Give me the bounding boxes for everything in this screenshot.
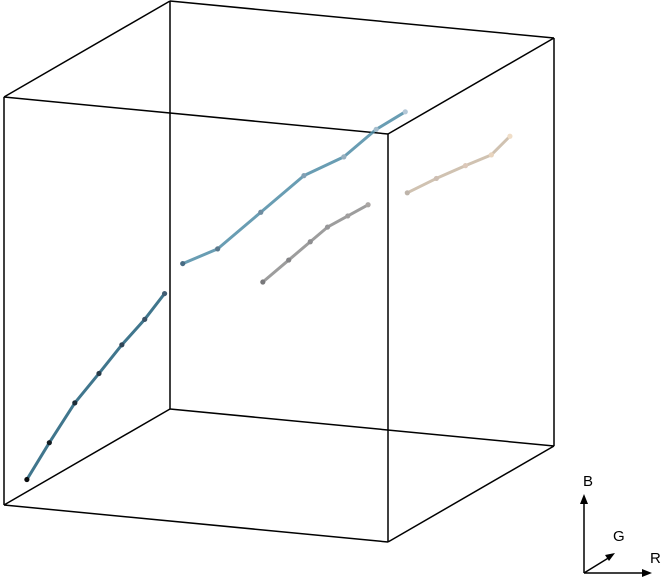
point-trail xyxy=(97,343,124,375)
data-point xyxy=(433,175,439,182)
point-trail xyxy=(259,174,306,214)
data-point xyxy=(373,126,379,133)
point-trail xyxy=(261,258,291,284)
point-trail xyxy=(302,155,346,178)
axis-g-label: G xyxy=(613,528,625,545)
point-trail xyxy=(25,441,51,482)
data-point xyxy=(307,239,313,245)
point-trail xyxy=(463,153,493,168)
points-layer xyxy=(24,109,513,483)
data-point xyxy=(345,213,351,219)
cube-edge-r xyxy=(3,504,389,543)
point-trail xyxy=(374,110,407,131)
data-point xyxy=(142,316,148,322)
cube-edge-r xyxy=(3,96,389,135)
data-point xyxy=(46,440,52,446)
axis-g-arrow xyxy=(583,556,611,574)
axis-b-label: B xyxy=(583,473,593,490)
data-point xyxy=(462,163,469,169)
axis-r-arrowhead xyxy=(642,569,652,577)
data-point xyxy=(488,152,494,158)
data-point xyxy=(286,257,292,263)
data-point xyxy=(24,476,30,483)
cube-edge-r xyxy=(169,408,555,447)
axis-b-arrowhead xyxy=(580,494,588,504)
point-trail xyxy=(47,401,77,445)
point-trail xyxy=(342,127,378,159)
cube-edge-g xyxy=(3,0,171,98)
point-trail xyxy=(405,176,438,195)
point-trail xyxy=(434,164,467,180)
point-trail xyxy=(181,247,220,266)
point-trail xyxy=(73,371,101,405)
data-point xyxy=(96,370,102,377)
data-point xyxy=(72,400,78,406)
data-point xyxy=(301,173,307,179)
cube-edge-r xyxy=(169,0,555,39)
axis-indicator: B G R xyxy=(580,473,661,577)
data-point xyxy=(402,109,408,115)
cube-edge-g xyxy=(3,408,171,506)
data-point xyxy=(180,260,186,267)
point-trail xyxy=(143,292,167,321)
point-trail xyxy=(346,203,370,218)
data-point xyxy=(260,279,266,285)
cube-edge-g xyxy=(387,37,555,135)
cube-edge-g xyxy=(387,445,555,543)
point-trail xyxy=(287,240,312,262)
data-point xyxy=(324,224,331,230)
data-point xyxy=(215,246,221,252)
data-point xyxy=(161,290,168,297)
point-trail xyxy=(489,134,512,157)
point-trail xyxy=(326,214,350,229)
data-point xyxy=(119,342,125,348)
data-point xyxy=(341,154,347,160)
data-point xyxy=(258,209,264,215)
axis-g-arrowhead xyxy=(605,553,615,561)
axis-r-label: R xyxy=(650,550,661,567)
data-point xyxy=(365,202,371,208)
data-point xyxy=(404,190,410,196)
cube-frame xyxy=(3,0,555,543)
point-trail xyxy=(308,225,330,244)
point-trail xyxy=(120,317,147,347)
data-point xyxy=(507,133,513,139)
point-trail xyxy=(216,210,263,251)
